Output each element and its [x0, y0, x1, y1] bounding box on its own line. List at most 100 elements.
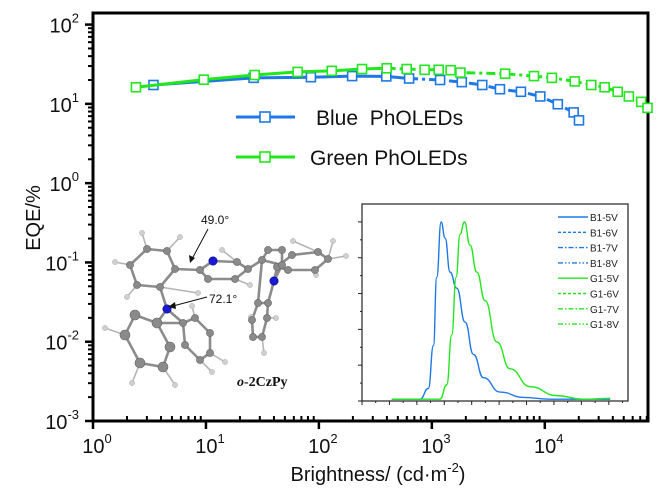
angle-label-49: 49.0° [201, 213, 229, 227]
y-tick-label: 10-2 [45, 328, 79, 355]
y-tick-exp: -1 [67, 248, 79, 263]
y-tick-base: 10 [45, 253, 67, 275]
legend-entry-green: Green PhOLEDs [236, 147, 468, 170]
carbon-atom [324, 255, 332, 263]
x-tick-base: 10 [308, 436, 330, 458]
legend-entry-blue: Blue PhOLEDs [236, 107, 463, 130]
carbon-atom [151, 317, 163, 329]
carbon-atom [163, 247, 171, 255]
data-point-blue [552, 98, 564, 110]
carbon-atom [248, 316, 256, 324]
carbon-atom [191, 314, 199, 322]
hydrogen-atom [139, 230, 145, 236]
hydrogen-atom [129, 380, 135, 386]
carbon-atom [263, 314, 271, 322]
carbon-atom [249, 333, 257, 341]
bond-hydrogen [292, 240, 319, 253]
hydrogen-atom [124, 294, 130, 300]
inset-ticks [358, 221, 624, 405]
hydrogen-atom [195, 290, 201, 296]
data-point-green [455, 67, 466, 78]
x-tick-exp: 0 [105, 431, 112, 446]
carbon-atom [157, 361, 169, 373]
x-axis-title-sup: -2 [447, 460, 459, 475]
angle-arrow-1 [191, 228, 209, 260]
arrow-head-icon [189, 255, 195, 263]
carbon-atom [264, 299, 272, 307]
x-tick-label: 100 [82, 431, 111, 458]
carbon-atom [171, 265, 179, 273]
data-point-blue [534, 91, 546, 102]
inset-legend-label: G1-7V [590, 305, 619, 316]
hydrogen-atom [219, 247, 225, 253]
carbon-atom [254, 299, 262, 307]
carbon-atom [258, 333, 266, 341]
data-point-green [249, 69, 260, 81]
data-point-green [401, 63, 413, 75]
carbon-atom [206, 349, 214, 357]
inset-legend-label: G1-5V [590, 274, 619, 285]
molecule-name: o-2CzPy [237, 375, 288, 390]
carbon-atom [164, 341, 176, 353]
inset-frame [361, 203, 629, 402]
data-point-green [642, 102, 653, 114]
series-line-blue-dashdot [409, 76, 581, 122]
data-point-green [599, 81, 610, 93]
x-tick-label: 102 [308, 431, 337, 458]
carbon-atom [181, 341, 189, 349]
hydrogen-atom [209, 369, 215, 375]
hydrogen-atom [330, 238, 336, 244]
hydrogen-atom [177, 234, 183, 240]
x-tick-label: 104 [534, 431, 563, 458]
inset-legend-label: B1-5V [590, 213, 618, 224]
carbon-atom [134, 357, 146, 369]
carbon-atom [278, 246, 286, 254]
hydrogen-atom [102, 325, 108, 331]
angle-arrow-2 [172, 296, 208, 307]
carbon-atom [156, 283, 164, 291]
bond [158, 267, 177, 289]
x-axis-title: Brightness/ (cd·m-2) [291, 460, 466, 486]
data-point-green [292, 66, 303, 78]
data-point-blue [494, 83, 506, 95]
data-point-blue [434, 74, 446, 86]
series-line-green-dashdot [386, 66, 649, 109]
data-point-blue [568, 107, 579, 118]
nitrogen-atom [269, 276, 279, 286]
carbon-atom [278, 261, 286, 269]
carbon-atom [206, 329, 214, 337]
data-point-blue [346, 70, 358, 82]
x-tick-label: 103 [421, 431, 450, 458]
hydrogen-atom [247, 282, 253, 288]
x-axis-title-close: ) [459, 464, 466, 486]
angle-label-72: 72.1° [209, 292, 237, 306]
y-tick-label: 102 [50, 11, 79, 38]
molecule-structure-image [102, 230, 349, 388]
y-tick-label: 10-3 [45, 407, 79, 434]
molecule-name-prefix: o [237, 375, 244, 390]
x-tick-exp: 1 [217, 431, 224, 446]
x-axis-title-main: Brightness/ (cd·m [291, 464, 448, 486]
main-plot-frame [91, 11, 650, 423]
data-point-blue [476, 79, 488, 91]
data-point-green [612, 86, 623, 98]
bond [256, 258, 264, 305]
x-tick-base: 10 [195, 436, 217, 458]
y-tick-exp: -3 [67, 407, 79, 422]
y-tick-label: 10-1 [45, 248, 79, 275]
main-series [130, 62, 653, 126]
data-point-green [326, 65, 338, 77]
x-tick-exp: 4 [556, 431, 563, 446]
data-point-blue [305, 71, 317, 83]
inset-legend-label: B1-7V [590, 244, 618, 255]
carbon-atom [288, 251, 296, 259]
data-point-green [381, 62, 392, 74]
inset-spectrum-blue [391, 221, 611, 400]
carbon-atom [284, 266, 292, 274]
data-point-green [585, 79, 597, 91]
carbon-atom [179, 319, 187, 327]
data-point-blue [573, 115, 585, 126]
hydrogen-atom [290, 238, 296, 244]
data-point-green [635, 96, 647, 108]
